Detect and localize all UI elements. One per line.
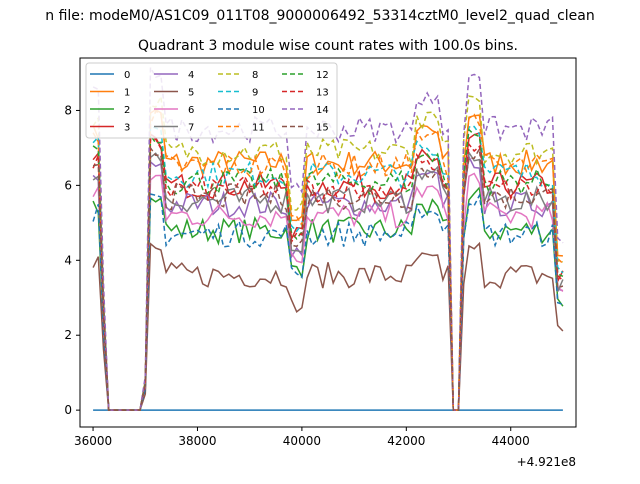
plot-lines [92, 64, 564, 411]
legend-label: 8 [252, 70, 258, 81]
series-line-5 [92, 241, 564, 411]
legend-label: 6 [188, 105, 194, 116]
plot-frame [79, 57, 577, 428]
series-line-3 [92, 132, 564, 411]
legend-label: 5 [188, 88, 194, 99]
legend-box [85, 62, 338, 139]
x-tick-label: 42000 [387, 434, 425, 448]
series-line-10 [92, 192, 564, 411]
x-offset-label: +4.921e8 [517, 455, 576, 469]
series-line-11 [92, 110, 564, 411]
series-line-8 [92, 94, 564, 411]
legend-label: 11 [252, 123, 265, 134]
x-axis: 36000 38000 40000 42000 44000 [74, 427, 530, 448]
series-line-6 [92, 172, 564, 411]
legend-label: 0 [124, 70, 130, 81]
legend-label: 2 [124, 105, 130, 116]
figure-suptitle: n file: modeM0/AS1C09_011T08_9000006492_… [45, 8, 594, 24]
y-tick-label: 6 [64, 178, 72, 192]
legend-label: 7 [188, 123, 194, 134]
x-tick-label: 40000 [283, 434, 321, 448]
chart-title: Quadrant 3 module wise count rates with … [138, 38, 518, 54]
y-tick-label: 8 [64, 103, 72, 117]
legend-label: 12 [316, 70, 329, 81]
legend-label: 3 [124, 123, 130, 134]
series-line-13 [92, 137, 564, 411]
series-line-2 [92, 185, 564, 411]
series-line-14 [92, 64, 564, 411]
y-tick-label: 0 [64, 403, 72, 417]
y-tick-label: 2 [64, 328, 72, 342]
legend-label: 15 [316, 123, 329, 134]
x-tick-label: 36000 [74, 434, 112, 448]
x-tick-label: 44000 [492, 434, 530, 448]
x-tick-label: 38000 [178, 434, 216, 448]
legend-label: 4 [188, 70, 194, 81]
y-tick-label: 4 [64, 253, 72, 267]
legend-label: 10 [252, 105, 265, 116]
legend-label: 9 [252, 88, 258, 99]
legend-label: 14 [316, 105, 329, 116]
legend-label: 13 [316, 88, 329, 99]
y-axis: 0 2 4 6 8 [64, 103, 80, 417]
series-line-15 [92, 145, 564, 411]
legend-label: 1 [124, 88, 130, 99]
